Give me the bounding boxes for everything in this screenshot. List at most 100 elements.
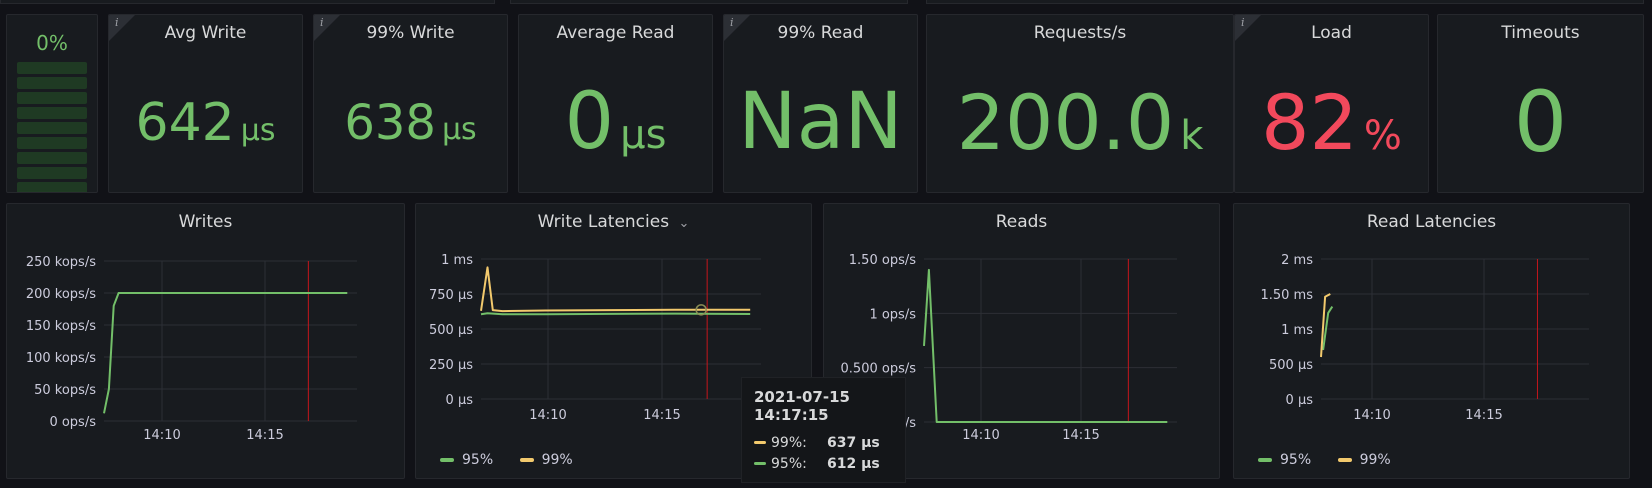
stat-title: 99% Write	[366, 23, 455, 43]
y-tick-label: 0 µs	[446, 393, 474, 408]
y-tick-label: 150 kops/s	[26, 319, 96, 334]
stat-number: NaN	[738, 77, 903, 167]
panel-title-text: Write Latencies	[537, 212, 670, 232]
info-corner	[109, 15, 135, 41]
y-tick-label: 1.50 ms	[1260, 288, 1313, 303]
stat-value: 638 µs	[314, 95, 507, 151]
y-tick-label: 50 kops/s	[34, 383, 96, 398]
chevron-down-icon[interactable]: ⌄	[678, 216, 690, 231]
stat-panel[interactable]: i 99% Write 638 µs	[313, 14, 508, 193]
panel-title: Read Latencies	[1366, 212, 1497, 232]
stat-value: 0 µs	[519, 77, 712, 167]
read-latencies-panel[interactable]: Read Latencies 0 µs 500 µs 1 ms 1.50 ms 2 ms…	[1233, 203, 1630, 479]
y-tick-label: 0 ops/s	[49, 415, 96, 430]
legend-item-95[interactable]: 95%	[440, 452, 493, 468]
info-corner	[724, 15, 750, 41]
tooltip-label: 99%:	[771, 434, 807, 451]
y-tick-label: 250 kops/s	[26, 255, 96, 270]
stat-panel[interactable]: Requests/s 200.0 k	[926, 14, 1234, 193]
read-latencies-graph[interactable]: 0 µs 500 µs 1 ms 1.50 ms 2 ms 14:10 14:15	[1234, 204, 1630, 479]
stat-unit: k	[1180, 113, 1204, 159]
stat-value: 82%	[1235, 78, 1428, 167]
stat-panel[interactable]: i Avg Write 642 µs	[108, 14, 303, 193]
series-line	[923, 268, 1168, 423]
legend-swatch	[1258, 458, 1272, 462]
gauge-segment	[17, 77, 87, 89]
gauge-segment	[17, 137, 87, 149]
write-latencies-graph[interactable]: 0 µs 250 µs 500 µs 750 µs 1 ms 14:10 14:15	[416, 204, 812, 479]
series-line	[1320, 293, 1331, 358]
stat-title: Timeouts	[1501, 23, 1580, 43]
info-corner	[1235, 15, 1261, 41]
stat-number: 642	[135, 93, 235, 153]
stat-value: 642 µs	[109, 93, 302, 153]
series-line	[480, 312, 751, 316]
panel-title: Reads	[995, 212, 1048, 232]
reads-graph[interactable]: 0 ops/s0.500 ops/s1 ops/s1.50 ops/s14:10…	[824, 204, 1220, 479]
legend-item-95[interactable]: 95%	[1258, 452, 1311, 468]
stat-title: 99% Read	[777, 23, 864, 43]
tooltip-label: 95%:	[771, 455, 807, 472]
stat-title: Requests/s	[1033, 23, 1127, 43]
panel-top-sliver	[926, 0, 1644, 4]
info-icon[interactable]: i	[320, 16, 324, 29]
y-tick-label: 250 µs	[429, 358, 473, 373]
info-icon[interactable]: i	[115, 16, 119, 29]
y-tick-label: 500 µs	[429, 323, 473, 338]
stat-unit: µs	[620, 112, 667, 158]
gauge-segment	[17, 182, 87, 192]
info-corner	[314, 15, 340, 41]
y-tick-label: 1.50 ops/s	[849, 253, 916, 268]
x-tick-label: 14:15	[1062, 428, 1099, 443]
legend-swatch	[1337, 458, 1352, 462]
stat-title: Load	[1311, 23, 1352, 43]
writes-graph[interactable]: 0 ops/s 50 kops/s 100 kops/s 150 kops/s 200 …	[7, 204, 405, 479]
gauge-segment	[17, 107, 87, 119]
x-tick-label: 14:10	[1353, 408, 1390, 423]
tooltip-rows: 99%: 637 µs 95%: 612 µs	[754, 432, 893, 474]
x-tick-label: 14:10	[143, 428, 180, 443]
stat-panel[interactable]: Average Read 0 µs	[518, 14, 713, 193]
tooltip-row: 99%: 637 µs	[754, 432, 893, 453]
legend-label: 95%	[1280, 452, 1312, 468]
tooltip-swatch	[754, 441, 766, 444]
panel-title: Writes	[178, 212, 233, 232]
stat-value: NaN	[724, 77, 917, 167]
y-tick-label: 1 ms	[441, 253, 473, 268]
legend: 95% 99%	[440, 452, 595, 468]
legend-label: 95%	[462, 452, 494, 468]
info-icon[interactable]: i	[730, 16, 734, 29]
gauge-segment	[17, 167, 87, 179]
stat-number: 638	[344, 95, 436, 151]
legend-item-99[interactable]: 99%	[1337, 452, 1391, 468]
y-tick-label: 1 ops/s	[869, 307, 916, 322]
stat-panel[interactable]: i Load 82%	[1234, 14, 1429, 193]
y-tick-label: 1 ms	[1281, 323, 1313, 338]
stat-unit: µs	[240, 113, 276, 148]
panel-title: Write Latencies ⌄	[416, 212, 811, 232]
series-line	[1322, 306, 1334, 351]
series-line	[480, 266, 751, 313]
legend-item-99[interactable]: 99%	[519, 452, 573, 468]
y-tick-label: 200 kops/s	[26, 287, 96, 302]
x-tick-label: 14:10	[529, 408, 566, 423]
legend-swatch	[519, 458, 534, 462]
gauge-segment	[17, 92, 87, 104]
gauge-percent: 0%	[36, 31, 68, 55]
gauge-panel[interactable]: 0%	[6, 14, 98, 193]
stat-panel[interactable]: Timeouts 0	[1437, 14, 1644, 193]
stat-value: 200.0 k	[927, 78, 1233, 167]
x-tick-label: 14:10	[962, 428, 999, 443]
writes-panel[interactable]: Writes 0 ops/s 50 kops/s 100 kops/s 150 kop…	[6, 203, 405, 479]
gauge-segment	[17, 122, 87, 134]
graph-tooltip: 2021-07-15 14:17:15 99%: 637 µs 95%: 612 µs	[741, 377, 906, 483]
stat-value: 0	[1438, 73, 1643, 171]
info-icon[interactable]: i	[1241, 16, 1245, 29]
y-tick-label: 100 kops/s	[26, 351, 96, 366]
gauge-segment	[17, 152, 87, 164]
x-tick-label: 14:15	[1465, 408, 1502, 423]
stat-unit: %	[1363, 113, 1402, 159]
x-tick-label: 14:15	[643, 408, 680, 423]
stat-panel[interactable]: i 99% Read NaN	[723, 14, 918, 193]
legend-label: 99%	[1359, 452, 1391, 468]
